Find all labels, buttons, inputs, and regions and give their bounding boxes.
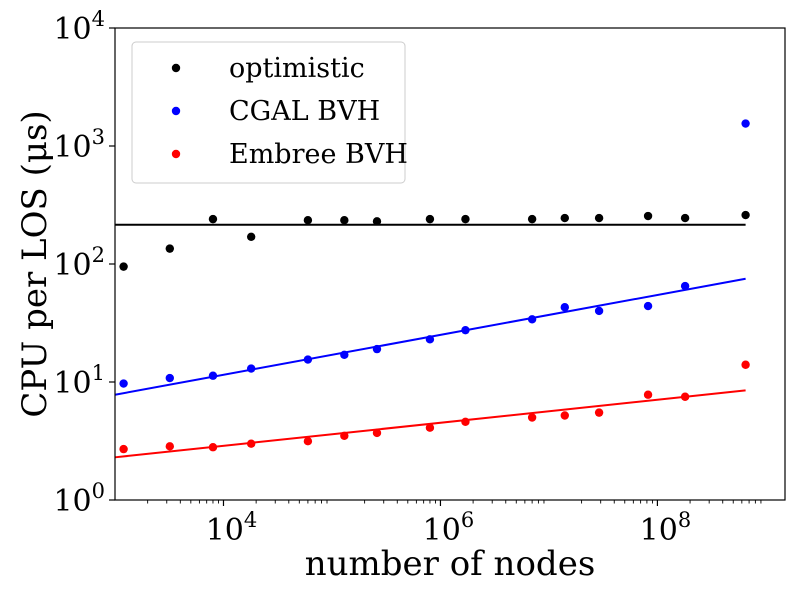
optimistic-point: [372, 217, 382, 226]
cgal-bvh-point: [303, 355, 313, 364]
embree-bvh-point: [372, 428, 382, 438]
legend-marker-optimistic: [171, 63, 181, 73]
embree-bvh-point: [303, 436, 313, 446]
cgal-bvh-point: [741, 119, 750, 128]
optimistic-point: [303, 216, 313, 225]
y-tick-label-base: 10: [53, 484, 91, 519]
optimistic-point: [165, 244, 175, 253]
cgal-bvh-point: [208, 371, 218, 380]
cgal-bvh-point: [340, 350, 349, 360]
y-tick-label-exponent: 0: [92, 479, 105, 503]
optimistic-point: [208, 214, 218, 224]
embree-bvh-point: [340, 431, 349, 440]
y-tick-label-base: 10: [53, 130, 91, 165]
embree-bvh-point: [527, 413, 537, 422]
x-tick-label-base: 10: [640, 513, 678, 548]
data-points: [119, 119, 750, 454]
embree-bvh-point: [119, 444, 128, 454]
y-axis-title: CPU per LOS (μs): [15, 110, 55, 417]
y-tick-label-exponent: 2: [92, 243, 105, 267]
embree-bvh-point: [208, 443, 218, 452]
x-tick-label-base: 10: [423, 513, 461, 548]
y-tick-label-exponent: 3: [92, 125, 105, 149]
optimistic-point: [680, 213, 690, 223]
optimistic-point: [119, 262, 128, 271]
embree-bvh-point: [680, 392, 690, 401]
cgal-bvh-point: [461, 325, 470, 335]
x-tick-label-base: 10: [206, 513, 244, 548]
x-axis-title: number of nodes: [305, 544, 596, 584]
embree-bvh-point: [246, 439, 256, 448]
embree-bvh-point: [594, 408, 604, 417]
x-tick-label: 108: [640, 508, 692, 548]
y-tick-label-base: 10: [53, 366, 91, 401]
y-tick-label-base: 10: [53, 12, 91, 47]
y-tick-label: 100: [53, 479, 105, 519]
y-tick-label: 101: [53, 361, 105, 401]
legend-box: [131, 41, 406, 184]
legend-label-embree-bvh: Embree BVH: [229, 139, 408, 170]
cgal-bvh-point: [560, 303, 569, 312]
x-tick-label-exponent: 6: [461, 508, 474, 532]
cgal-bvh-point: [594, 306, 604, 316]
cgal-bvh-point: [372, 344, 382, 354]
embree-bvh-point: [165, 442, 175, 451]
legend-marker-cgal-bvh: [171, 106, 181, 116]
cgal-bvh-point: [165, 373, 175, 383]
embree-bvh-point: [643, 390, 653, 399]
embree-bvh-point: [461, 417, 470, 426]
optimistic-point: [425, 214, 435, 224]
cgal-bvh-point: [527, 315, 537, 324]
cgal-bvh-point: [246, 364, 256, 373]
optimistic-point: [246, 232, 256, 242]
legend-label-cgal-bvh: CGAL BVH: [229, 96, 380, 127]
y-tick-label-exponent: 4: [92, 7, 105, 31]
x-axis-ticks: 104 106 108: [147, 500, 762, 548]
legend-label-optimistic: optimistic: [229, 53, 365, 84]
optimistic-point: [741, 210, 750, 220]
cgal-bvh-point: [680, 281, 690, 291]
x-tick-label-exponent: 4: [244, 508, 257, 532]
optimistic-point: [340, 216, 349, 225]
y-tick-label: 102: [53, 243, 105, 283]
optimistic-point: [594, 213, 604, 223]
embree-bvh-point: [425, 423, 435, 432]
y-tick-label: 104: [53, 7, 105, 47]
cgal-bvh-point: [425, 335, 435, 344]
cgal-bvh-point: [643, 301, 653, 311]
x-tick-label-exponent: 8: [678, 508, 691, 532]
embree-bvh-point: [741, 360, 750, 369]
legend-marker-embree-bvh: [171, 149, 181, 159]
embree-bvh-point: [560, 411, 569, 420]
y-tick-label-exponent: 1: [92, 361, 105, 385]
optimistic-point: [461, 214, 470, 224]
optimistic-point: [527, 214, 537, 224]
cgal-bvh-point: [119, 379, 128, 388]
legend: optimistic CGAL BVH Embree BVH: [131, 41, 408, 184]
x-tick-label: 106: [423, 508, 475, 548]
optimistic-point: [643, 211, 653, 221]
y-tick-label: 103: [53, 125, 105, 165]
x-tick-label: 104: [206, 508, 258, 548]
y-tick-label-base: 10: [53, 248, 91, 283]
optimistic-point: [560, 213, 569, 223]
